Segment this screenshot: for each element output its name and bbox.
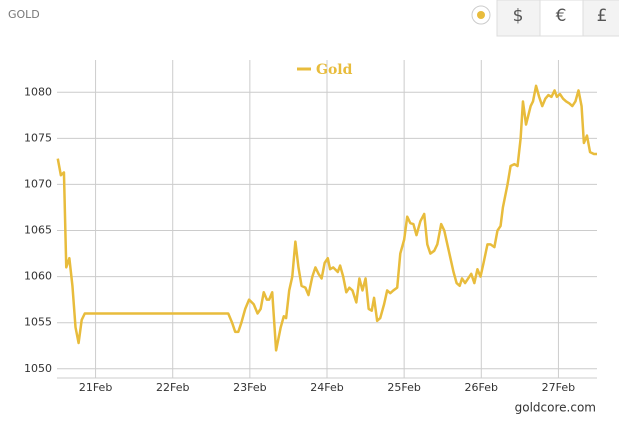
x-tick-label: 27Feb	[542, 381, 575, 394]
y-tick-label: 1080	[24, 85, 52, 98]
source: goldcore.com	[515, 401, 596, 415]
y-tick-label: 1060	[24, 270, 52, 283]
currency-label[interactable]: $	[513, 6, 524, 26]
legend-label: Gold	[316, 62, 353, 78]
currency-button[interactable]	[539, 0, 584, 37]
line	[56, 84, 597, 352]
y-tick-label: 1065	[24, 224, 52, 237]
currency-button[interactable]	[496, 0, 541, 37]
x-tick-label: 21Feb	[79, 381, 112, 394]
x-tick-label: 26Feb	[465, 381, 498, 394]
y-tick-label: 1070	[24, 177, 52, 190]
y-tick-label: 1055	[24, 316, 52, 329]
currency-button[interactable]	[582, 0, 619, 37]
y-tick-label: 1050	[24, 362, 52, 375]
x-tick-label: 22Feb	[156, 381, 189, 394]
currency-label[interactable]: €	[556, 6, 567, 26]
x-tick-label: 23Feb	[233, 381, 266, 394]
y-tick-label: 1075	[24, 131, 52, 144]
x-tick-label: 24Feb	[310, 381, 343, 394]
currency-label[interactable]: £	[597, 6, 608, 26]
toggle-dot	[477, 11, 485, 19]
page-title: GOLD	[8, 8, 40, 21]
x-tick-label: 25Feb	[387, 381, 420, 394]
